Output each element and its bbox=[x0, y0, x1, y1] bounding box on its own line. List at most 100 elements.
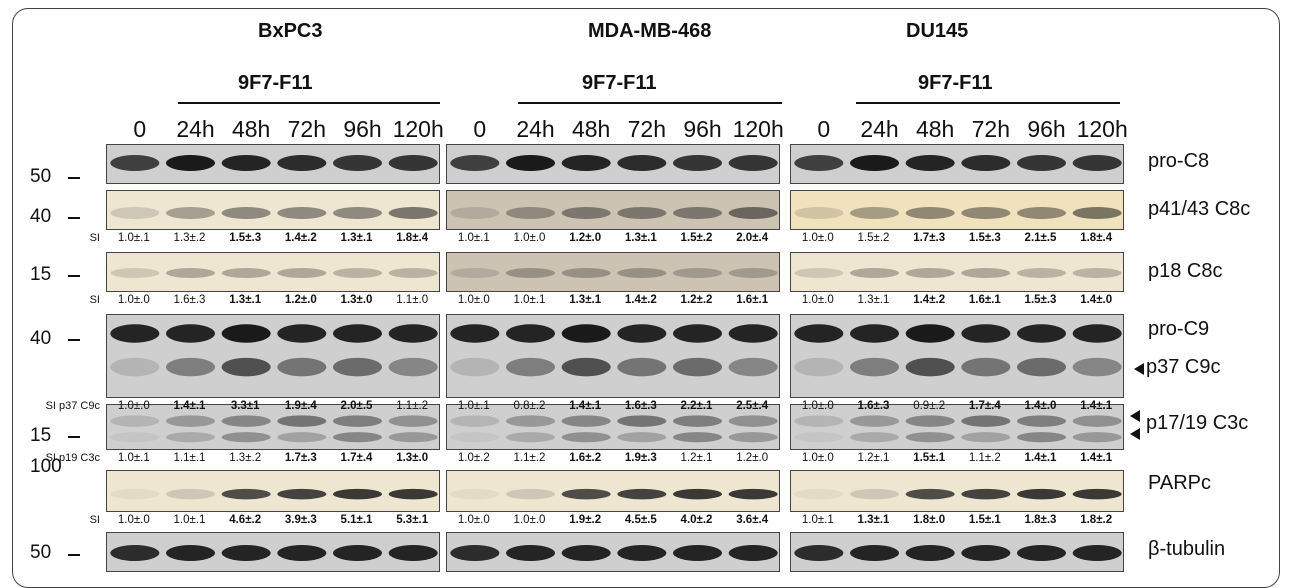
blot-band bbox=[277, 324, 327, 343]
blot-band bbox=[388, 432, 438, 443]
blot-band bbox=[1017, 545, 1066, 561]
blot-band bbox=[961, 488, 1011, 500]
blot-band bbox=[450, 415, 500, 427]
blot-band bbox=[905, 268, 955, 278]
timepoint-label: 96h bbox=[343, 116, 382, 142]
blot-band bbox=[1017, 415, 1066, 427]
blot-bands bbox=[450, 545, 778, 561]
mw-marker: 50 bbox=[30, 542, 52, 563]
blot-bands bbox=[794, 488, 1122, 500]
si-value: 1.4±.0 bbox=[1024, 400, 1057, 412]
blot-bands bbox=[110, 324, 438, 377]
si-value: 2.0±.4 bbox=[736, 232, 769, 244]
blot-band bbox=[388, 545, 438, 561]
blot-panel bbox=[106, 470, 440, 512]
blot-band bbox=[617, 545, 667, 561]
blot-band bbox=[850, 324, 899, 343]
blot-band bbox=[221, 488, 271, 500]
si-value: 1.3±.1 bbox=[624, 232, 657, 244]
blot-band bbox=[388, 155, 438, 171]
blot-band bbox=[388, 324, 438, 343]
mw-marker: 100 bbox=[30, 456, 62, 477]
blot-band bbox=[673, 545, 722, 561]
blot-panel bbox=[106, 190, 440, 230]
treatment-label: 9F7-F11 bbox=[582, 72, 657, 94]
timepoint-label: 48h bbox=[915, 116, 955, 142]
si-value: 1.3±.0 bbox=[340, 294, 373, 306]
blot-band bbox=[221, 357, 271, 377]
si-value: 1.1±.2 bbox=[396, 400, 429, 412]
blot-band bbox=[561, 155, 611, 171]
blot-band bbox=[221, 207, 271, 219]
blot-band bbox=[850, 432, 899, 443]
blot-bands bbox=[110, 207, 438, 219]
si-value: 3.3±1 bbox=[230, 400, 260, 412]
blot-panel bbox=[790, 144, 1124, 184]
timepoint-label: 48h bbox=[231, 116, 271, 142]
si-value: 1.2±.1 bbox=[857, 452, 890, 464]
blot-band bbox=[277, 207, 327, 219]
si-value: 1.1±.2 bbox=[513, 452, 546, 464]
si-value: 4.5±.5 bbox=[624, 514, 657, 526]
si-label: SI bbox=[89, 294, 100, 306]
blot-panel bbox=[446, 144, 780, 184]
si-value: 1.0±.0 bbox=[801, 232, 834, 244]
blot-band bbox=[905, 357, 955, 377]
si-value: 1.0±.0 bbox=[801, 400, 834, 412]
blot-band bbox=[110, 357, 160, 377]
protein-label: PARPc bbox=[1148, 472, 1211, 494]
blot-band bbox=[450, 268, 500, 278]
blot-panel bbox=[106, 404, 440, 450]
blot-band bbox=[110, 488, 160, 500]
blot-band bbox=[506, 545, 555, 561]
blot-bands bbox=[110, 415, 438, 443]
blot-band bbox=[166, 415, 215, 427]
blot-band bbox=[1072, 415, 1122, 427]
blot-band bbox=[450, 207, 500, 219]
timepoint-label: 72h bbox=[627, 116, 667, 142]
blot-band bbox=[617, 488, 667, 500]
blot-band bbox=[166, 155, 215, 171]
si-value: 1.8±.0 bbox=[913, 514, 946, 526]
blot-panel bbox=[106, 252, 440, 292]
arrowhead-icon bbox=[1130, 428, 1140, 440]
si-value: 1.0±.0 bbox=[801, 294, 834, 306]
blot-band bbox=[506, 324, 555, 343]
blot-band bbox=[961, 357, 1011, 377]
blot-band bbox=[850, 155, 899, 171]
blot-band bbox=[728, 488, 778, 500]
si-value: 1.2±.0 bbox=[284, 294, 317, 306]
blot-band bbox=[333, 207, 382, 219]
mw-marker: 50 bbox=[30, 166, 52, 187]
si-value: 1.6±.3 bbox=[857, 400, 890, 412]
timepoint-label: 24h bbox=[176, 116, 215, 142]
blot-band bbox=[850, 488, 899, 500]
blot-band bbox=[221, 545, 271, 561]
timepoint-label: 96h bbox=[1027, 116, 1066, 142]
blot-band bbox=[728, 415, 778, 427]
si-value: 1.8±.4 bbox=[396, 232, 429, 244]
blot-band bbox=[333, 488, 382, 500]
blot-band bbox=[673, 415, 722, 427]
si-value: 1.5±.2 bbox=[857, 232, 890, 244]
si-value: 1.6±.2 bbox=[569, 452, 602, 464]
si-value: 1.3±.1 bbox=[569, 294, 602, 306]
blot-band bbox=[1072, 432, 1122, 443]
mw-marker: 40 bbox=[30, 206, 52, 227]
blot-band bbox=[450, 357, 500, 377]
si-value: 2.1±.5 bbox=[1024, 232, 1057, 244]
si-value: 1.0±.0 bbox=[117, 294, 150, 306]
si-value: 3.9±.3 bbox=[284, 514, 317, 526]
blot-panel bbox=[446, 314, 780, 398]
timepoint-label: 72h bbox=[287, 116, 327, 142]
mw-tick bbox=[68, 436, 80, 438]
blot-band bbox=[617, 207, 667, 219]
timepoint-label: 0 bbox=[133, 116, 147, 142]
blot-band bbox=[905, 415, 955, 427]
blot-band bbox=[850, 207, 899, 219]
timepoint-label: 72h bbox=[971, 116, 1011, 142]
timepoint-label: 120h bbox=[1076, 116, 1128, 142]
protein-label: pro-C8 bbox=[1148, 150, 1210, 172]
blot-band bbox=[166, 488, 215, 500]
protein-label: p17/19 C3c bbox=[1146, 412, 1249, 434]
